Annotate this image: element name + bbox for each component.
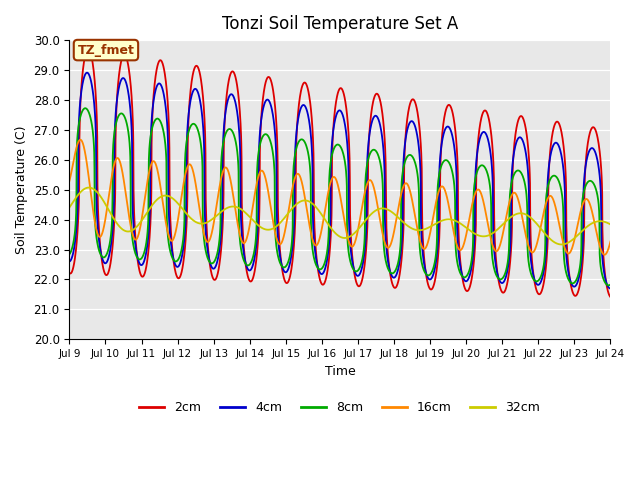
X-axis label: Time: Time [324,365,355,378]
32cm [557,241,565,247]
Line: 8cm: 8cm [69,108,611,285]
32cm [65,204,73,210]
2cm [84,46,92,52]
8cm [497,276,505,282]
Line: 32cm: 32cm [69,188,611,244]
2cm [607,294,614,300]
16cm [607,239,614,244]
16cm [559,238,566,244]
32cm [217,209,225,215]
16cm [600,252,608,258]
32cm [85,185,93,191]
4cm [65,259,73,264]
2cm [217,252,225,258]
Text: TZ_fmet: TZ_fmet [77,44,134,57]
16cm [65,178,73,184]
8cm [605,282,612,288]
4cm [607,286,614,291]
2cm [65,270,73,276]
Line: 2cm: 2cm [69,49,611,297]
32cm [497,223,505,229]
16cm [367,178,375,184]
2cm [559,137,566,143]
2cm [367,109,375,115]
4cm [497,280,505,286]
32cm [607,221,614,227]
32cm [574,232,582,238]
4cm [559,161,566,167]
32cm [559,241,567,247]
Legend: 2cm, 4cm, 8cm, 16cm, 32cm: 2cm, 4cm, 8cm, 16cm, 32cm [134,396,545,420]
4cm [83,70,91,75]
8cm [559,200,566,205]
8cm [367,148,375,154]
16cm [497,238,505,244]
Line: 16cm: 16cm [69,140,611,255]
Title: Tonzi Soil Temperature Set A: Tonzi Soil Temperature Set A [222,15,458,33]
2cm [356,283,364,289]
4cm [217,238,225,243]
16cm [356,218,364,224]
16cm [77,137,84,143]
8cm [574,273,582,279]
2cm [574,289,582,295]
16cm [217,179,225,184]
8cm [81,105,89,111]
8cm [217,219,225,225]
4cm [356,272,364,277]
Line: 4cm: 4cm [69,72,611,288]
32cm [367,211,375,217]
8cm [356,265,364,271]
8cm [65,252,73,257]
8cm [607,282,614,288]
4cm [367,121,375,127]
Y-axis label: Soil Temperature (C): Soil Temperature (C) [15,125,28,254]
32cm [356,225,364,230]
4cm [574,278,582,284]
4cm [606,286,614,291]
16cm [574,221,582,227]
2cm [497,288,505,293]
